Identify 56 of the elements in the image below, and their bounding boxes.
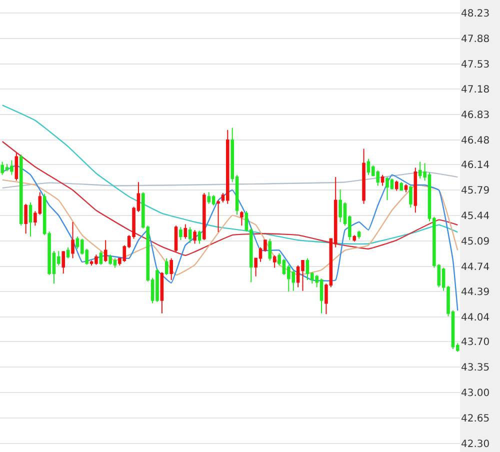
candlestick [188,226,192,244]
y-tick-label: 43.35 [461,362,490,374]
y-tick-label: 47.53 [461,59,490,70]
candlestick [104,240,108,262]
candlestick [62,250,66,274]
y-tick-label: 47.88 [461,34,490,45]
candlestick [272,254,276,268]
y-tick-label: 42.30 [461,438,490,450]
candlestick [268,238,272,261]
y-tick-label: 46.83 [461,110,490,122]
line-series [2,104,458,245]
candlestick [14,152,18,182]
candlestick [404,184,408,193]
candlestick [71,222,74,259]
line-series [2,140,458,256]
candlestick [179,226,182,241]
candlestick [160,272,164,314]
candlestick [394,180,398,192]
y-tick-label: 48.23 [461,8,490,20]
candlestick [409,185,412,208]
candlestick [24,203,28,234]
y-tick-label: 44.04 [461,312,490,324]
y-tick-label: 43.70 [461,337,490,348]
candlestick [362,148,366,204]
line-series [2,164,458,312]
candlestick [202,192,206,241]
y-tick-label: 46.48 [461,136,490,147]
candlestick [99,250,103,266]
candlestick [170,258,173,281]
candlestick [193,229,196,244]
y-tick-label: 45.09 [461,236,490,248]
candlestick [240,210,244,226]
candlestick [414,167,418,214]
candlestick [216,200,220,233]
candlestick [184,224,188,240]
candlestick [28,202,32,238]
candlestick [66,246,70,259]
line-series [2,171,458,189]
candlestick [357,230,361,240]
line-series [2,179,458,276]
y-tick-label: 45.79 [461,186,490,197]
y-tick-label: 44.39 [461,287,490,298]
candlestick [380,174,384,186]
y-tick-label: 46.14 [461,160,490,172]
candlestick [174,225,178,252]
y-tick-label: 44.74 [461,262,490,273]
candlestick [400,182,403,192]
candlestick [164,258,168,276]
y-tick-label: 47.18 [461,84,490,96]
y-tick-label: 45.44 [461,210,490,222]
candlestick [207,192,211,204]
candlestick [198,230,202,244]
y-tick-label: 42.65 [461,413,490,424]
candlestick [352,234,356,242]
y-tick-label: 43.00 [461,388,490,400]
candlestick [19,154,23,226]
